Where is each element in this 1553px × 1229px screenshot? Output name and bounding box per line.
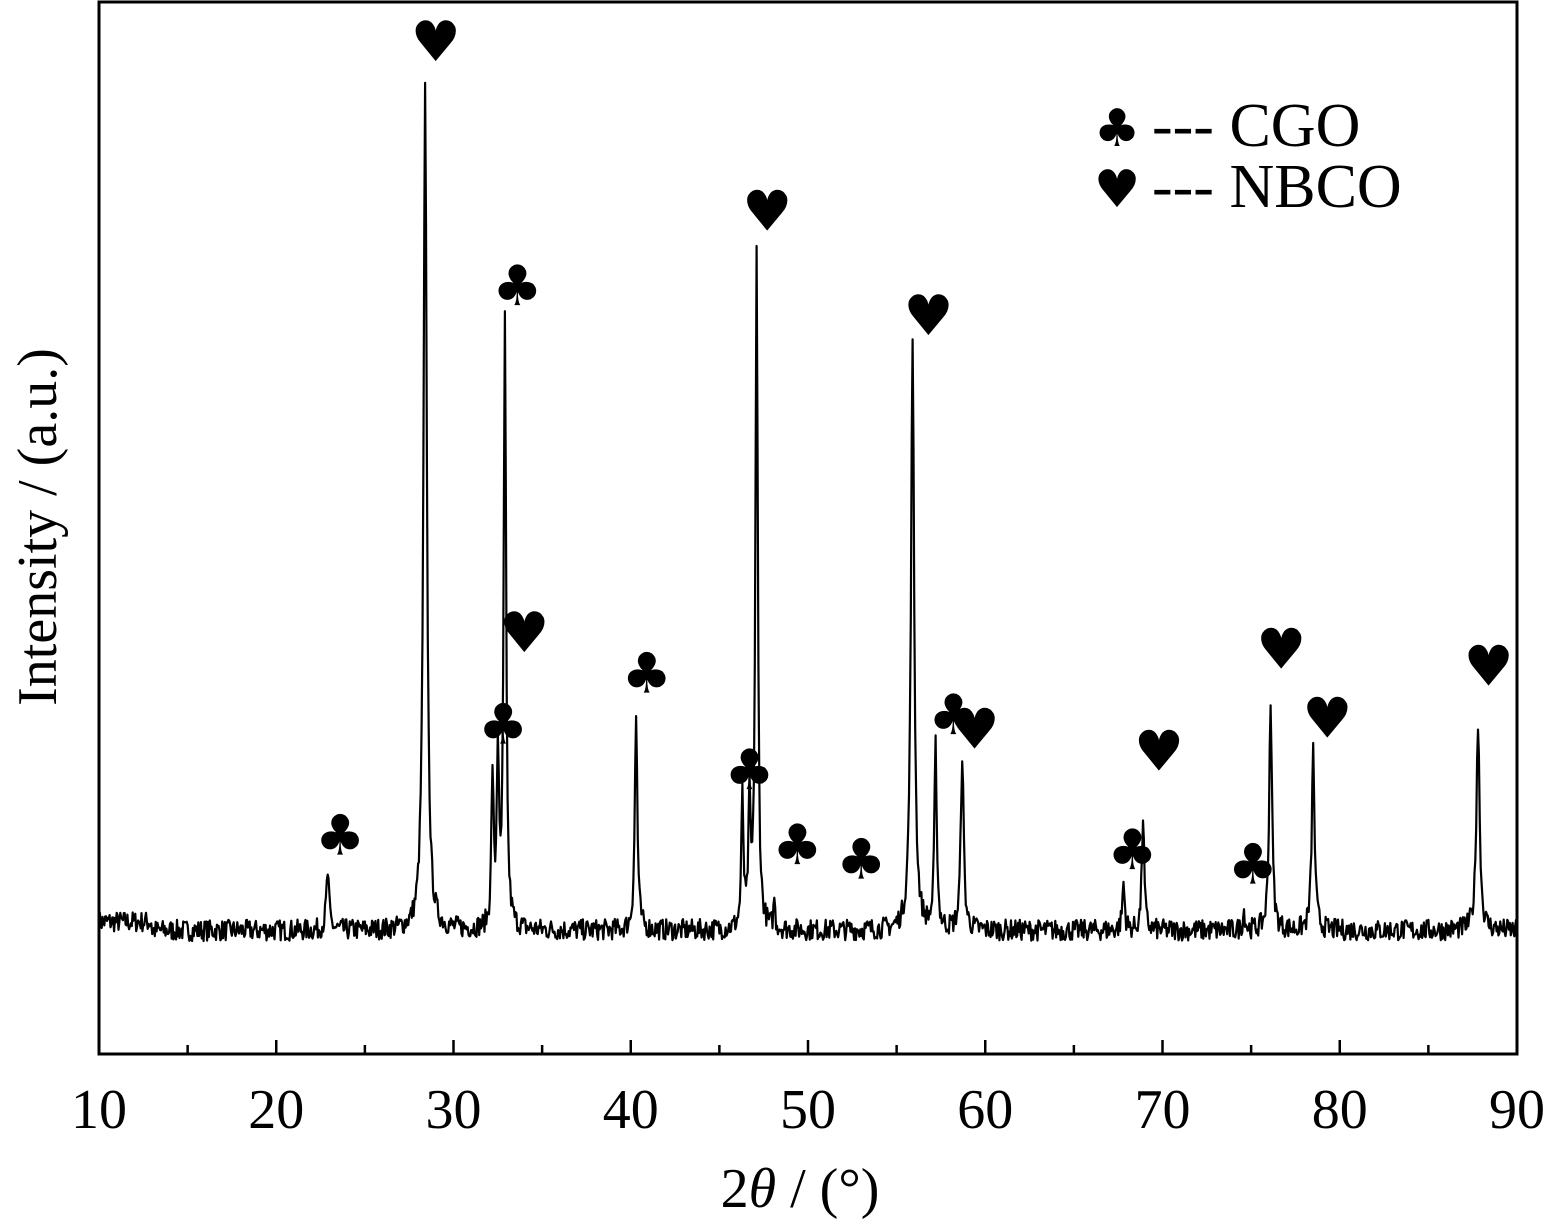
- nbco-peak-marker: ♥: [950, 697, 1000, 762]
- x-tick-label: 60: [957, 1079, 1013, 1141]
- nbco-peak-marker: ♥: [1134, 720, 1184, 785]
- x-axis-title: 2θ / (°): [721, 1158, 880, 1220]
- cgo-peak-marker: ♣: [836, 827, 886, 892]
- cgo-peak-marker: ♣: [315, 803, 365, 868]
- legend: ♣ --- CGO ♥ --- NBCO: [1094, 92, 1402, 221]
- x-tick-label: 40: [603, 1079, 659, 1141]
- cgo-peak-marker: ♣: [622, 641, 672, 706]
- x-tick-label: 70: [1135, 1079, 1191, 1141]
- cgo-peak-marker: ♣: [772, 813, 822, 878]
- nbco-peak-marker: ♥: [1464, 635, 1514, 700]
- x-axis-title-symbol: θ: [749, 1158, 777, 1220]
- x-tick-label: 90: [1489, 1079, 1545, 1141]
- cgo-peak-marker: ♣: [492, 254, 542, 319]
- cgo-peak-marker: ♣: [478, 693, 528, 758]
- y-axis-title: Intensity / (a.u.): [7, 348, 69, 706]
- x-tick-label: 10: [71, 1079, 127, 1141]
- nbco-peak-marker: ♥: [1256, 617, 1306, 682]
- cgo-peak-marker: ♣: [928, 683, 978, 748]
- peak-markers: ♣♥♣♥♣♣♥♣♣ ♣♥♣♥ ♥♣ ♣♥♥♥: [315, 10, 1514, 897]
- legend-label-nbco: --- NBCO: [1152, 153, 1402, 221]
- nbco-peak-marker: ♥: [1302, 687, 1352, 752]
- x-tick-label: 80: [1312, 1079, 1368, 1141]
- nbco-peak-marker: ♥: [499, 601, 549, 666]
- x-axis-title-prefix: 2: [721, 1158, 749, 1220]
- nbco-peak-marker: ♥: [411, 10, 461, 75]
- x-tick-label: 20: [248, 1079, 304, 1141]
- legend-symbol-nbco: ♥: [1094, 160, 1141, 220]
- cgo-peak-marker: ♣: [1228, 832, 1278, 897]
- x-axis-title-suffix: / (°): [776, 1158, 879, 1220]
- cgo-peak-marker: ♣: [724, 738, 774, 803]
- legend-symbol-cgo: ♣: [1094, 99, 1141, 159]
- x-tick-label: 50: [780, 1079, 836, 1141]
- x-axis-tick-labels: 10 20 30 40 50 60 70 80 90: [71, 1079, 1545, 1141]
- cgo-peak-marker: ♣: [1107, 818, 1157, 883]
- nbco-peak-marker: ♥: [742, 180, 792, 245]
- x-tick-label: 30: [426, 1079, 482, 1141]
- legend-label-cgo: --- CGO: [1152, 92, 1360, 160]
- xrd-pattern-line: [97, 81, 1519, 943]
- nbco-peak-marker: ♥: [903, 284, 953, 349]
- x-axis-ticks: [97, 1040, 1519, 1054]
